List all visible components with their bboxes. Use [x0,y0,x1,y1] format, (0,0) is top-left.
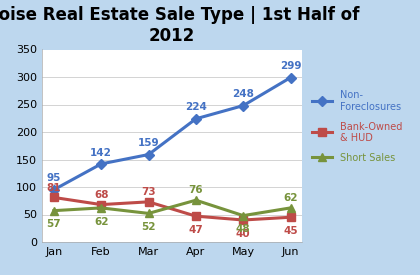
Text: 224: 224 [185,103,207,112]
Legend: Non-
Foreclosures, Bank-Owned
& HUD, Short Sales: Non- Foreclosures, Bank-Owned & HUD, Sho… [312,90,402,163]
Text: 68: 68 [94,190,108,200]
Text: 81: 81 [47,183,61,192]
Text: 57: 57 [47,219,61,229]
Text: 48: 48 [236,224,251,234]
Title: Boise Real Estate Sale Type | 1st Half of
2012: Boise Real Estate Sale Type | 1st Half o… [0,6,359,45]
Text: 76: 76 [189,185,203,195]
Text: 248: 248 [232,89,254,99]
Text: 95: 95 [47,174,61,183]
Text: 40: 40 [236,229,251,239]
Text: 73: 73 [141,187,156,197]
Text: 299: 299 [280,61,301,71]
Text: 159: 159 [138,138,159,148]
Text: 45: 45 [283,226,298,236]
Text: 52: 52 [141,222,156,232]
Text: 47: 47 [189,225,203,235]
Text: 142: 142 [90,148,112,158]
Text: 62: 62 [284,193,298,203]
Text: 62: 62 [94,217,108,227]
